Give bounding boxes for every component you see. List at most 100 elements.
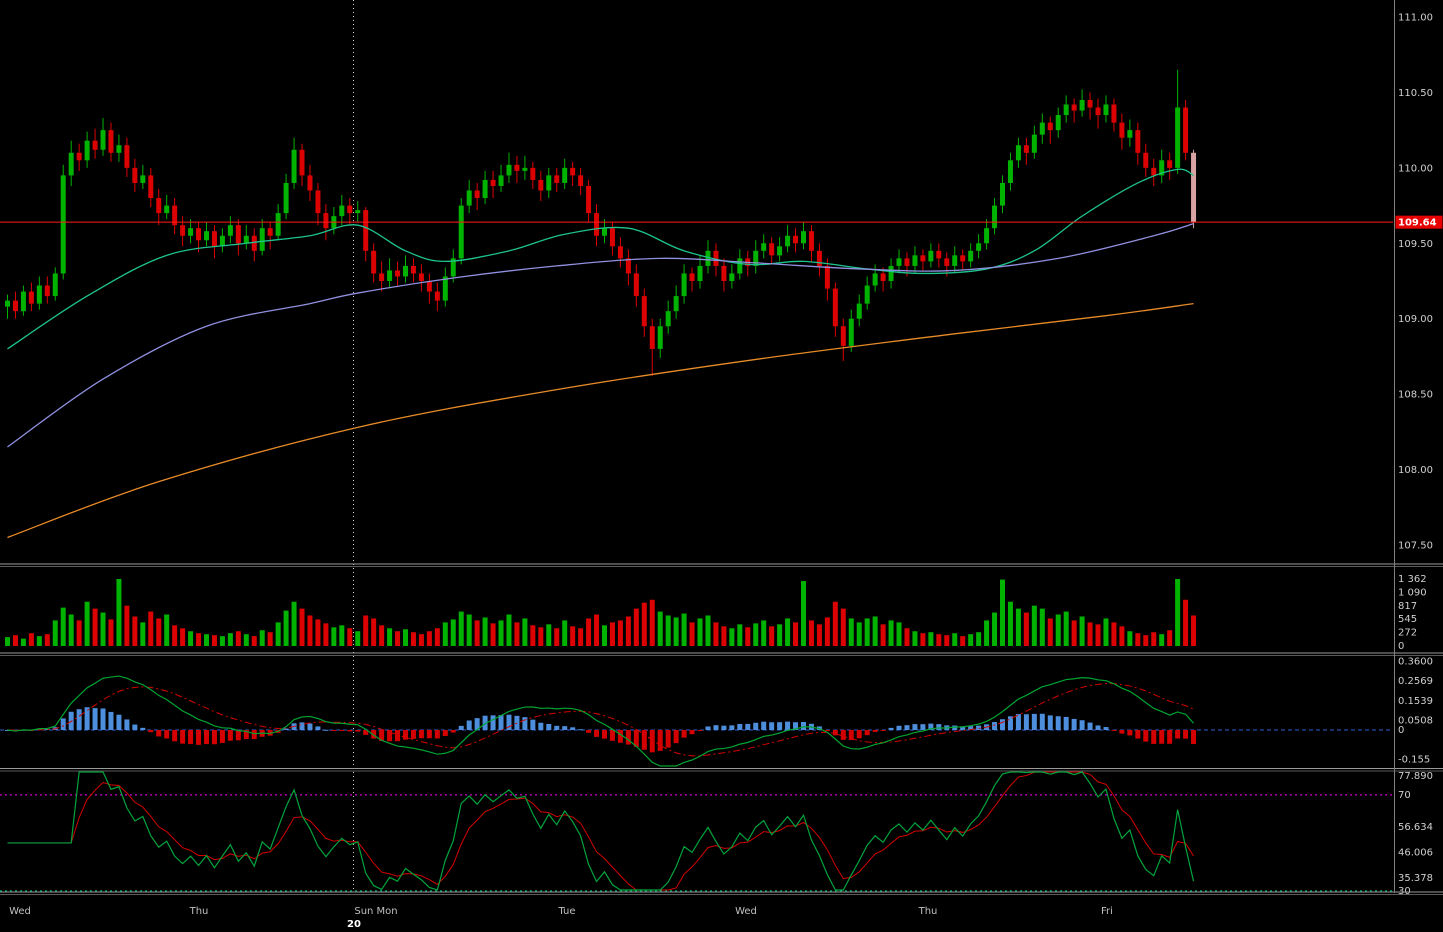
time-axis-label[interactable]: Wed <box>735 906 757 917</box>
time-axis-label[interactable]: Tue <box>557 906 575 917</box>
candle[interactable] <box>84 140 90 161</box>
candle[interactable] <box>403 265 408 277</box>
candle[interactable] <box>100 130 106 150</box>
time-axis[interactable]: Wed Thu Sun Mon Tue Wed Thu Fri 20 <box>9 906 1113 930</box>
candle[interactable] <box>283 182 289 214</box>
candle[interactable] <box>188 228 194 236</box>
candle[interactable] <box>28 291 34 304</box>
candle[interactable] <box>625 258 631 274</box>
candle[interactable] <box>721 265 727 281</box>
candle[interactable] <box>387 270 393 281</box>
candle[interactable] <box>267 228 273 236</box>
candle[interactable] <box>530 167 536 180</box>
candle[interactable] <box>808 231 814 251</box>
candle[interactable] <box>1000 182 1005 206</box>
candle[interactable] <box>299 149 305 176</box>
candle[interactable] <box>227 225 233 236</box>
candle[interactable] <box>880 273 886 281</box>
candle[interactable] <box>5 300 10 307</box>
candle[interactable] <box>426 280 432 292</box>
candle[interactable] <box>76 152 82 161</box>
candle[interactable] <box>1031 134 1037 153</box>
candle[interactable] <box>594 213 600 236</box>
time-axis-label[interactable]: Wed <box>9 906 31 917</box>
candle[interactable] <box>586 185 592 214</box>
candle[interactable] <box>251 235 257 251</box>
candle[interactable] <box>1087 99 1093 108</box>
candle[interactable] <box>570 167 576 176</box>
candle[interactable] <box>1151 167 1157 176</box>
volume-panel[interactable] <box>5 578 1197 646</box>
candle[interactable] <box>323 213 329 229</box>
candle[interactable] <box>968 250 974 262</box>
candle[interactable] <box>753 250 759 266</box>
candle[interactable] <box>976 243 982 251</box>
candle[interactable] <box>458 205 464 259</box>
candle[interactable] <box>864 285 870 304</box>
candle[interactable] <box>546 175 552 191</box>
time-axis-label[interactable]: Thu <box>918 906 938 917</box>
candle[interactable] <box>554 175 560 183</box>
price-axis[interactable]: 111.00 110.50 110.00 109.50 109.00 108.50 108.… <box>1395 13 1443 552</box>
candle[interactable] <box>673 296 679 312</box>
candle[interactable] <box>291 149 297 183</box>
candle[interactable] <box>649 326 655 349</box>
candle[interactable] <box>856 303 862 319</box>
time-axis-label[interactable]: Fri <box>1101 906 1113 917</box>
candle[interactable] <box>450 258 456 277</box>
candle[interactable] <box>514 164 520 171</box>
time-axis-label[interactable]: Thu <box>189 906 209 917</box>
candle[interactable] <box>609 228 615 247</box>
candle[interactable] <box>681 273 687 297</box>
candle[interactable] <box>243 235 249 244</box>
candle[interactable] <box>1111 104 1117 123</box>
oscillator-panel[interactable] <box>0 771 1393 892</box>
candle[interactable] <box>729 273 735 281</box>
candle[interactable] <box>872 273 878 286</box>
candle[interactable] <box>156 198 162 214</box>
candle[interactable] <box>912 255 918 266</box>
candle[interactable] <box>801 231 806 244</box>
candle[interactable] <box>1119 122 1125 138</box>
candle[interactable] <box>363 210 369 251</box>
candle[interactable] <box>761 243 767 251</box>
candle[interactable] <box>1183 107 1189 153</box>
candle[interactable] <box>920 255 926 262</box>
candle[interactable] <box>522 167 528 171</box>
candle[interactable] <box>108 130 114 153</box>
candle[interactable] <box>984 228 990 244</box>
candle[interactable] <box>538 179 544 191</box>
candle[interactable] <box>172 205 178 226</box>
candle[interactable] <box>466 190 472 206</box>
candle[interactable] <box>832 288 838 327</box>
candle[interactable] <box>347 205 353 214</box>
candle[interactable] <box>793 235 799 244</box>
candle[interactable] <box>1055 115 1061 131</box>
candle[interactable] <box>355 210 361 214</box>
candle[interactable] <box>562 167 568 183</box>
candle[interactable] <box>211 231 217 247</box>
macd-panel[interactable] <box>0 675 1393 767</box>
candle[interactable] <box>1007 160 1013 183</box>
candle[interactable] <box>498 175 504 186</box>
candle[interactable] <box>506 164 512 176</box>
candle[interactable] <box>1063 104 1069 116</box>
candle[interactable] <box>992 205 998 229</box>
candle[interactable] <box>442 276 448 301</box>
candle[interactable] <box>148 175 154 199</box>
candle[interactable] <box>1015 145 1021 161</box>
candle[interactable] <box>315 190 321 214</box>
candle[interactable] <box>275 213 281 236</box>
candle[interactable] <box>633 273 639 297</box>
candle[interactable] <box>1143 152 1149 168</box>
candle[interactable] <box>379 273 385 281</box>
candle[interactable] <box>578 175 584 186</box>
candle[interactable] <box>235 225 241 244</box>
candle[interactable] <box>840 326 846 346</box>
candle[interactable] <box>219 235 225 247</box>
candle[interactable] <box>474 190 480 199</box>
candle[interactable] <box>713 250 719 266</box>
candle[interactable] <box>824 265 830 289</box>
candle[interactable] <box>371 250 377 274</box>
candle[interactable] <box>140 175 146 183</box>
